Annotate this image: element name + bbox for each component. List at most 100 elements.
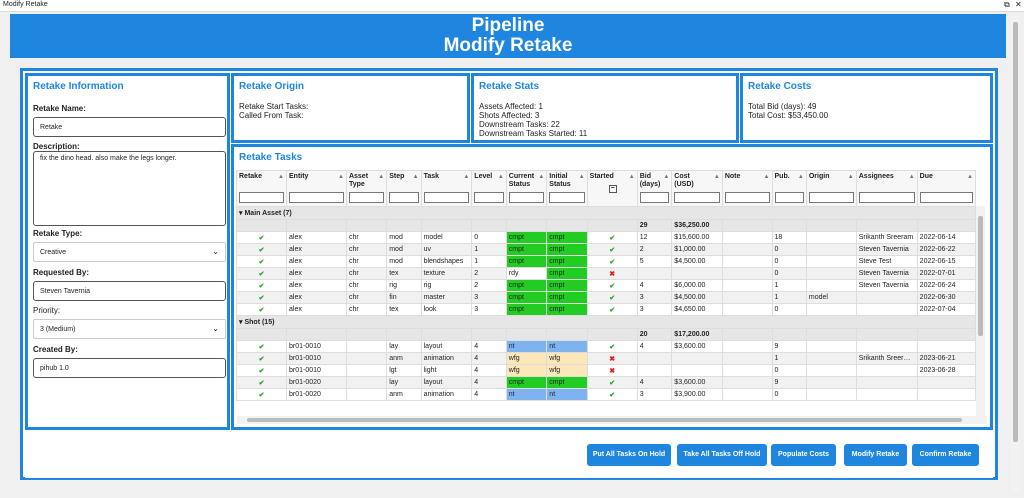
table-row[interactable]: ✔ br01-0020 anm animation 4 nt nt ✔ 3 $3,900.00 0 [236, 388, 976, 401]
table-row[interactable]: ✔ alex chr fin master 3 cmpt cmpt ✔ 3 $4,500.00 1 mo… [236, 291, 976, 304]
cell-asset-type [345, 352, 388, 365]
modify-retake-button[interactable]: Modify Retake [844, 444, 907, 466]
retake-costs-title: Retake Costs [748, 81, 812, 92]
column-filter-input[interactable] [639, 192, 670, 203]
take-off-hold-button[interactable]: Take All Tasks Off Hold [677, 444, 767, 466]
window-scrollbar[interactable] [1011, 14, 1020, 492]
retake-name-input[interactable]: Retake [33, 117, 226, 137]
table-row[interactable]: ✔ br01-0010 lgt light 4 wfg wfg ✖ 0 2023-06-28 [236, 364, 976, 377]
column-header-started[interactable]: Started ▲ − [586, 170, 638, 207]
column-filter-input[interactable] [808, 192, 854, 203]
column-header-current-status[interactable]: Current Status ▲ [505, 170, 548, 207]
expand-triangle-icon[interactable]: ▾ [239, 210, 245, 217]
tasks-horizontal-scrollbar[interactable] [237, 416, 987, 424]
column-header-step[interactable]: Step ▲ [386, 170, 422, 207]
priority-select[interactable]: 3 (Medium) ⌄ [33, 319, 226, 339]
confirm-retake-button[interactable]: Confirm Retake [912, 444, 979, 466]
sort-icon[interactable]: ▲ [713, 174, 720, 180]
sort-icon[interactable]: ▲ [908, 174, 915, 180]
sort-icon[interactable]: ▲ [497, 174, 504, 180]
expand-triangle-icon[interactable]: ▾ [239, 319, 245, 326]
column-filter-input[interactable] [239, 192, 284, 203]
requested-by-input[interactable]: Steven Tavernia [33, 281, 226, 301]
close-icon[interactable]: ✕ [1015, 0, 1022, 9]
column-header-asset-type[interactable]: Asset Type ▲ [345, 170, 388, 207]
sort-icon[interactable]: ▲ [412, 174, 419, 180]
scroll-thumb[interactable] [1013, 22, 1018, 442]
column-header-level[interactable]: Level ▲ [471, 170, 507, 207]
sort-icon[interactable]: ▲ [967, 174, 973, 180]
column-header-entity[interactable]: Entity ▲ [286, 170, 347, 207]
retake-check-icon[interactable]: ✔ [236, 243, 287, 256]
column-header-initial-status[interactable]: Initial Status ▲ [546, 170, 588, 207]
column-header-origin[interactable]: Origin ▲ [805, 170, 857, 207]
column-header-due[interactable]: Due ▲ [916, 170, 976, 207]
group-row[interactable]: ▾ Main Asset (7) [236, 206, 976, 220]
retake-check-icon[interactable]: ✔ [236, 255, 287, 268]
column-header-bid-days[interactable]: Bid (days) ▲ [636, 170, 673, 207]
group-label[interactable]: ▾ Main Asset (7) [236, 206, 976, 220]
group-row[interactable]: ▾ Shot (15) [236, 315, 976, 329]
table-row[interactable]: ✔ alex chr mod blendshapes 1 cmpt cmpt ✔ 5 $4,500.… [236, 255, 976, 268]
sort-icon[interactable]: ▲ [578, 174, 585, 180]
collapse-icon[interactable]: − [608, 185, 617, 193]
retake-check-icon[interactable]: ✔ [236, 279, 287, 292]
column-filter-input[interactable] [289, 192, 344, 203]
sort-icon[interactable]: ▲ [378, 174, 385, 180]
column-header-assignees[interactable]: Assignees ▲ [855, 170, 918, 207]
sort-icon[interactable]: ▲ [847, 174, 854, 180]
table-row[interactable]: ✔ br01-0020 lay layout 4 cmpt cmpt ✔ 4 $3,600.00 9 [236, 376, 976, 389]
column-header-retake[interactable]: Retake ▲ [236, 170, 287, 207]
column-header-cost-usd[interactable]: Cost (USD) ▲ [671, 170, 723, 207]
column-header-note[interactable]: Note ▲ [721, 170, 773, 207]
sort-icon[interactable]: ▲ [797, 174, 804, 180]
table-row[interactable]: ✔ br01-0010 anm animation 4 wfg wfg ✖ 1 Srikanth … [236, 352, 976, 365]
column-filter-input[interactable] [919, 192, 973, 203]
column-filter-input[interactable] [724, 192, 770, 203]
retake-check-icon[interactable]: ✔ [236, 340, 287, 353]
column-filter-input[interactable] [858, 192, 915, 203]
column-filter-input[interactable] [423, 192, 470, 203]
tasks-vertical-scrollbar[interactable] [976, 206, 985, 417]
populate-costs-button[interactable]: Populate Costs [771, 444, 836, 466]
column-filter-input[interactable] [389, 192, 419, 203]
sort-icon[interactable]: ▲ [628, 174, 635, 180]
scroll-thumb[interactable] [978, 216, 983, 336]
retake-check-icon[interactable]: ✔ [236, 291, 287, 304]
column-filter-input[interactable] [474, 192, 504, 203]
description-textarea[interactable]: fix the dino head. also make the legs lo… [33, 151, 226, 226]
restore-icon[interactable]: ⧉ [1004, 0, 1010, 9]
retake-type-select[interactable]: Creative ⌄ [33, 242, 226, 262]
group-label[interactable]: ▾ Shot (15) [236, 315, 976, 329]
column-filter-input[interactable] [774, 192, 804, 203]
sort-icon[interactable]: ▲ [278, 174, 284, 180]
scroll-thumb[interactable] [247, 418, 962, 422]
retake-check-icon[interactable]: ✔ [236, 364, 287, 377]
retake-check-icon[interactable]: ✔ [236, 267, 287, 280]
sort-icon[interactable]: ▲ [538, 174, 545, 180]
sort-icon[interactable]: ▲ [663, 174, 670, 180]
table-row[interactable]: ✔ alex chr mod model 0 cmpt cmpt ✔ 12 $15,600.00 18… [236, 231, 976, 244]
sort-icon[interactable]: ▲ [463, 174, 470, 180]
column-filter-input[interactable] [508, 192, 545, 203]
column-header-pub[interactable]: Pub. ▲ [771, 170, 807, 207]
retake-check-icon[interactable]: ✔ [236, 388, 287, 401]
sort-icon[interactable]: ▲ [338, 174, 344, 180]
table-row[interactable]: ✔ alex chr mod uv 1 cmpt cmpt ✔ 2 $1,000.00 0 Steven… [236, 243, 976, 256]
column-filter-input[interactable] [348, 192, 385, 203]
column-filter-input[interactable] [549, 192, 585, 203]
table-row[interactable]: ✔ alex chr rig rig 2 cmpt cmpt ✔ 4 $6,000.00 1 Steve… [236, 279, 976, 292]
column-header-task[interactable]: Task ▲ [420, 170, 473, 207]
retake-check-icon[interactable]: ✔ [236, 352, 287, 365]
table-row[interactable]: ✔ alex chr tex texture 2 rdy cmpt ✖ 0 Steven Taver… [236, 267, 976, 280]
cell-asset-type: chr [345, 303, 388, 316]
created-by-input[interactable]: pihub 1.0 [33, 358, 226, 378]
table-row[interactable]: ✔ alex chr tex look 3 cmpt cmpt ✔ 3 $4,650.00 0 2022… [236, 303, 976, 316]
retake-check-icon[interactable]: ✔ [236, 231, 287, 244]
sort-icon[interactable]: ▲ [763, 174, 770, 180]
retake-check-icon[interactable]: ✔ [236, 303, 287, 316]
column-filter-input[interactable] [674, 192, 720, 203]
retake-check-icon[interactable]: ✔ [236, 376, 287, 389]
table-row[interactable]: ✔ br01-0010 lay layout 4 nt nt ✔ 4 $3,600.00 9 [236, 340, 976, 353]
put-on-hold-button[interactable]: Put All Tasks On Hold [587, 444, 671, 466]
